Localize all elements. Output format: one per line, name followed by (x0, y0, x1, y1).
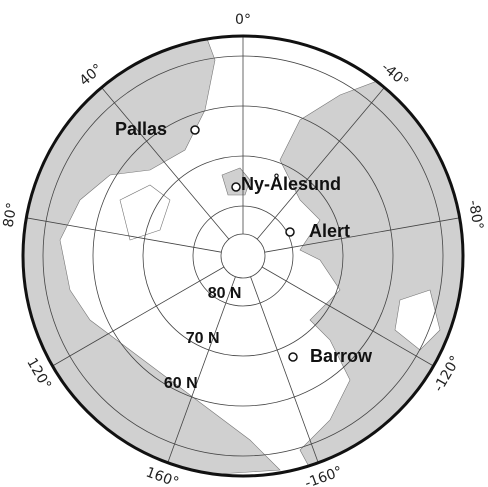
hudson-bay (394, 289, 441, 351)
station-label: Pallas (115, 119, 167, 139)
map-border (21, 34, 465, 478)
parallel-label: 80 N (208, 285, 242, 302)
parallel-label: 60 N (164, 375, 198, 392)
graticule (26, 36, 460, 463)
station-marker (190, 125, 200, 135)
meridian-label: 160° (144, 464, 181, 487)
sea-inlet (119, 184, 171, 241)
meridian (26, 217, 222, 253)
meridian (52, 266, 225, 367)
meridian (256, 87, 385, 240)
station-label: Barrow (310, 346, 373, 366)
parallel (142, 155, 344, 357)
station-marker (285, 227, 295, 237)
meridian-label: 0° (235, 12, 251, 28)
scandinavia-siberia (23, 36, 281, 476)
parallel-label: 70 N (186, 330, 220, 347)
meridian (167, 276, 236, 463)
station-label: Alert (309, 221, 350, 241)
meridian-label: 40° (77, 61, 106, 89)
station-marker (288, 352, 298, 362)
meridian (264, 217, 460, 253)
station-label: Ny-Ålesund (241, 174, 341, 194)
meridian (261, 266, 434, 367)
station-marker (231, 182, 241, 192)
meridian (101, 87, 230, 240)
meridian-label: 80° (1, 201, 21, 228)
parallel (192, 205, 294, 307)
parallel (92, 105, 394, 407)
meridian-label: -80° (465, 199, 486, 231)
meridian (250, 276, 319, 463)
